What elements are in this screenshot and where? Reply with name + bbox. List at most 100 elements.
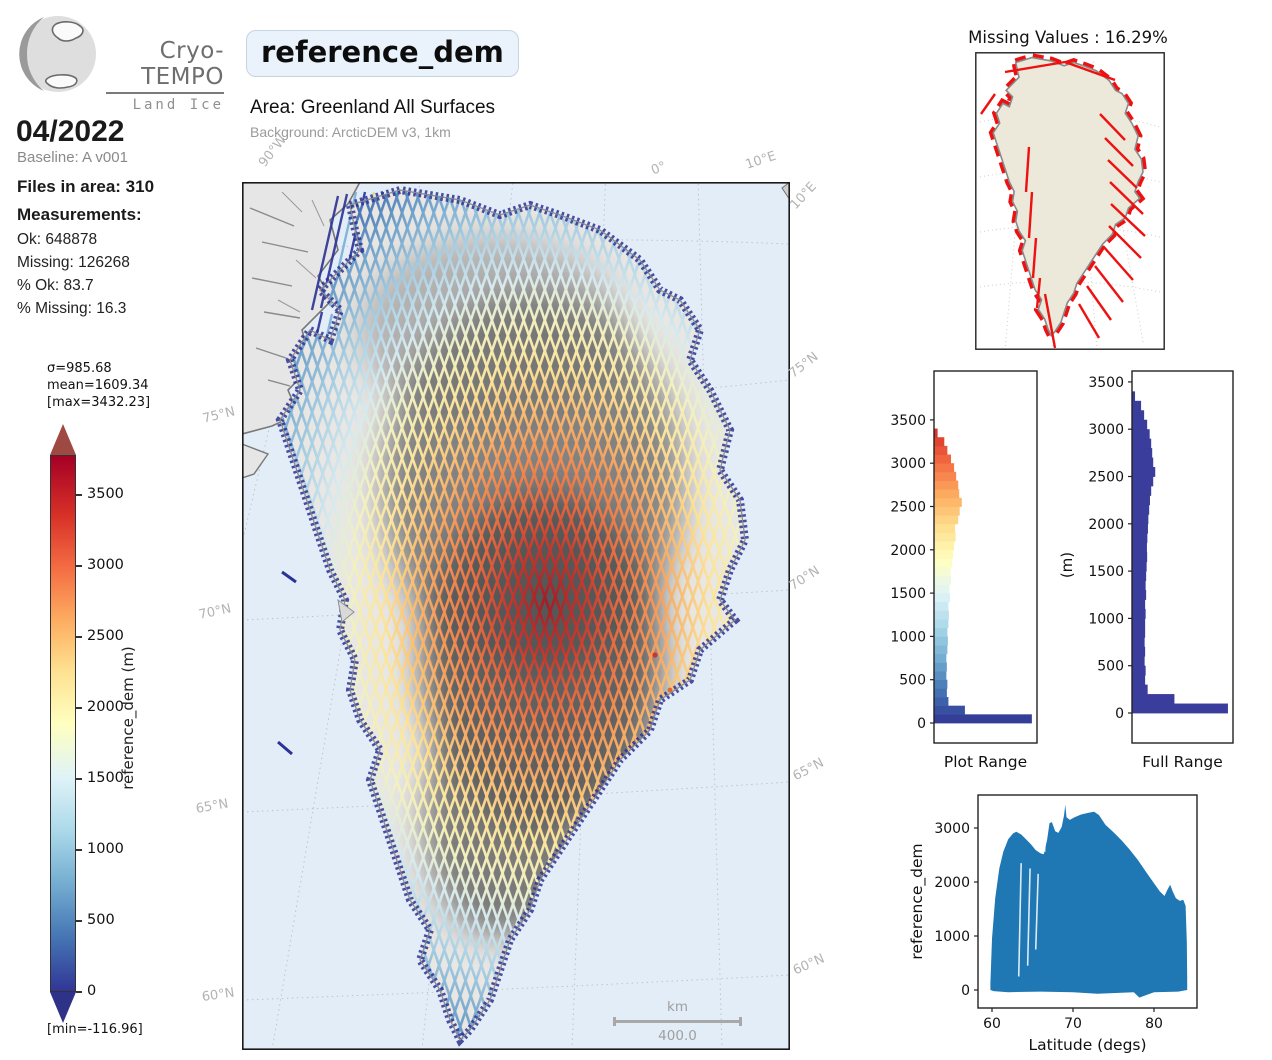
area-label: Area: Greenland All Surfaces: [250, 97, 496, 118]
histogram-bar: [934, 549, 954, 559]
histogram-bar: [1132, 675, 1146, 686]
lon-label: 10°E: [787, 179, 820, 213]
histogram-bar: [934, 428, 938, 438]
histogram-bar: [1132, 504, 1150, 515]
histogram-bar: [1132, 495, 1150, 506]
lat-label: 70°N: [786, 563, 823, 594]
colorbar-stats: σ=985.68 mean=1609.34 [max=3432.23]: [47, 360, 150, 411]
background-label: Background: ArcticDEM v3, 1km: [250, 124, 451, 140]
histogram-bar: [934, 497, 962, 507]
histogram-bar: [934, 662, 947, 672]
greenland-map: [242, 182, 790, 1050]
colorbar-tick-label: 1500: [87, 770, 124, 786]
plot-frame: [933, 370, 1038, 744]
colorbar-tick: [76, 849, 82, 851]
map-frame: [242, 182, 790, 1050]
logo-subtitle: Land Ice: [132, 97, 224, 113]
y-tick-label: 3000: [1088, 422, 1124, 438]
colorbar-tick: [76, 991, 82, 993]
files-in-area-label: Files in area: 310: [17, 177, 155, 196]
map-scalebar: km 400.0: [613, 999, 742, 1044]
histogram-bar: [934, 697, 949, 707]
histogram-bar: [1132, 571, 1147, 581]
y-tick-label: 0: [917, 716, 926, 732]
histogram-bar: [1132, 580, 1146, 591]
y-tick-label: 0: [961, 983, 970, 999]
lat-label: 70°N: [197, 601, 233, 623]
logo-rule: [106, 92, 224, 94]
histogram-bar: [934, 506, 960, 516]
mini-greenland: [988, 53, 1148, 343]
lat-label: 65°N: [194, 796, 230, 817]
histogram-bar: [1132, 419, 1148, 430]
y-tick-label: 3500: [1088, 375, 1124, 391]
histogram-bar: [934, 575, 951, 585]
histogram-bar: [1132, 514, 1149, 525]
histogram-bar: [934, 636, 948, 646]
histogram-bar: [1132, 523, 1148, 534]
histogram-bar: [1132, 646, 1146, 657]
colorbar-tick: [76, 778, 82, 780]
histogram-bar: [934, 541, 955, 551]
y-axis-label: reference_dem: [908, 843, 927, 959]
colorbar-tick: [76, 636, 82, 638]
histogram-bar: [934, 489, 960, 499]
scalebar-unit: km: [667, 999, 688, 1015]
histogram-bar: [1132, 485, 1152, 496]
histogram-bar: [934, 567, 951, 577]
lat-label: 60°N: [790, 951, 827, 979]
mini-coastline: [992, 56, 1144, 337]
colorbar-under-arrow: [50, 992, 76, 1023]
histogram-bar: [1132, 590, 1147, 600]
missing-values-title: Missing Values : 16.29%: [968, 28, 1168, 47]
greenland-coastline: [279, 189, 746, 1041]
histogram-bar: [934, 619, 949, 629]
lon-label: 0°: [649, 159, 669, 179]
y-tick-label: 2000: [1088, 517, 1124, 533]
scatter-point-cloud: [990, 804, 1188, 998]
cloud-gap-streak: [1034, 873, 1039, 950]
colorbar-gradient: [50, 455, 76, 992]
histogram-bar: [934, 523, 956, 533]
histogram-bar: [1132, 533, 1148, 544]
histogram-bar: [1132, 410, 1145, 421]
histogram-bar: [1132, 429, 1150, 440]
period-label: 04/2022: [16, 115, 125, 148]
histogram-bar: [1132, 448, 1153, 458]
histogram-bar: [1132, 438, 1152, 449]
missing-values-map: [975, 52, 1165, 350]
histogram-bar: [1132, 467, 1156, 477]
y-tick-label: 3000: [934, 821, 970, 837]
variable-title-box: reference_dem: [246, 30, 519, 77]
plot-frame: [1131, 370, 1234, 744]
histogram-bar: [934, 645, 948, 655]
histogram-bar: [1132, 684, 1148, 695]
y-tick-label: 1000: [890, 629, 926, 645]
logo-title: Cryo-TEMPO: [141, 38, 224, 90]
y-tick-label: 3500: [890, 413, 926, 429]
y-tick-label: 1500: [890, 586, 926, 602]
histogram-bar: [1132, 627, 1146, 638]
histogram-bar: [934, 515, 959, 525]
colorbar-tick-label: 3000: [87, 557, 124, 573]
histogram-bar: [934, 480, 959, 490]
ok-count: Ok: 648878: [17, 231, 98, 248]
sigma-value: σ=985.68: [47, 361, 112, 376]
histogram-bar: [1132, 552, 1148, 563]
cloud-gap-streak: [1017, 863, 1022, 977]
histogram-bar: [934, 471, 957, 481]
histogram-bar: [1132, 694, 1175, 704]
lat-label: 65°N: [790, 755, 827, 785]
lon-label: 10°E: [743, 148, 779, 173]
histogram-bar: [1132, 608, 1146, 619]
lat-label: 75°N: [201, 404, 237, 427]
histogram-bar: [934, 593, 950, 603]
full-range-histogram: 0 500 1000 1500 2000 2500 3000 3500 (m) Full Rang…: [1058, 370, 1234, 771]
colorbar-tick: [76, 707, 82, 709]
plot-frame: [977, 794, 1198, 1009]
histogram-bar: [934, 679, 948, 689]
histogram-bar: [934, 714, 1032, 724]
histogram-bar: [934, 437, 945, 447]
y-axis-label: (m): [1058, 552, 1076, 578]
histogram-bar: [1132, 665, 1146, 676]
